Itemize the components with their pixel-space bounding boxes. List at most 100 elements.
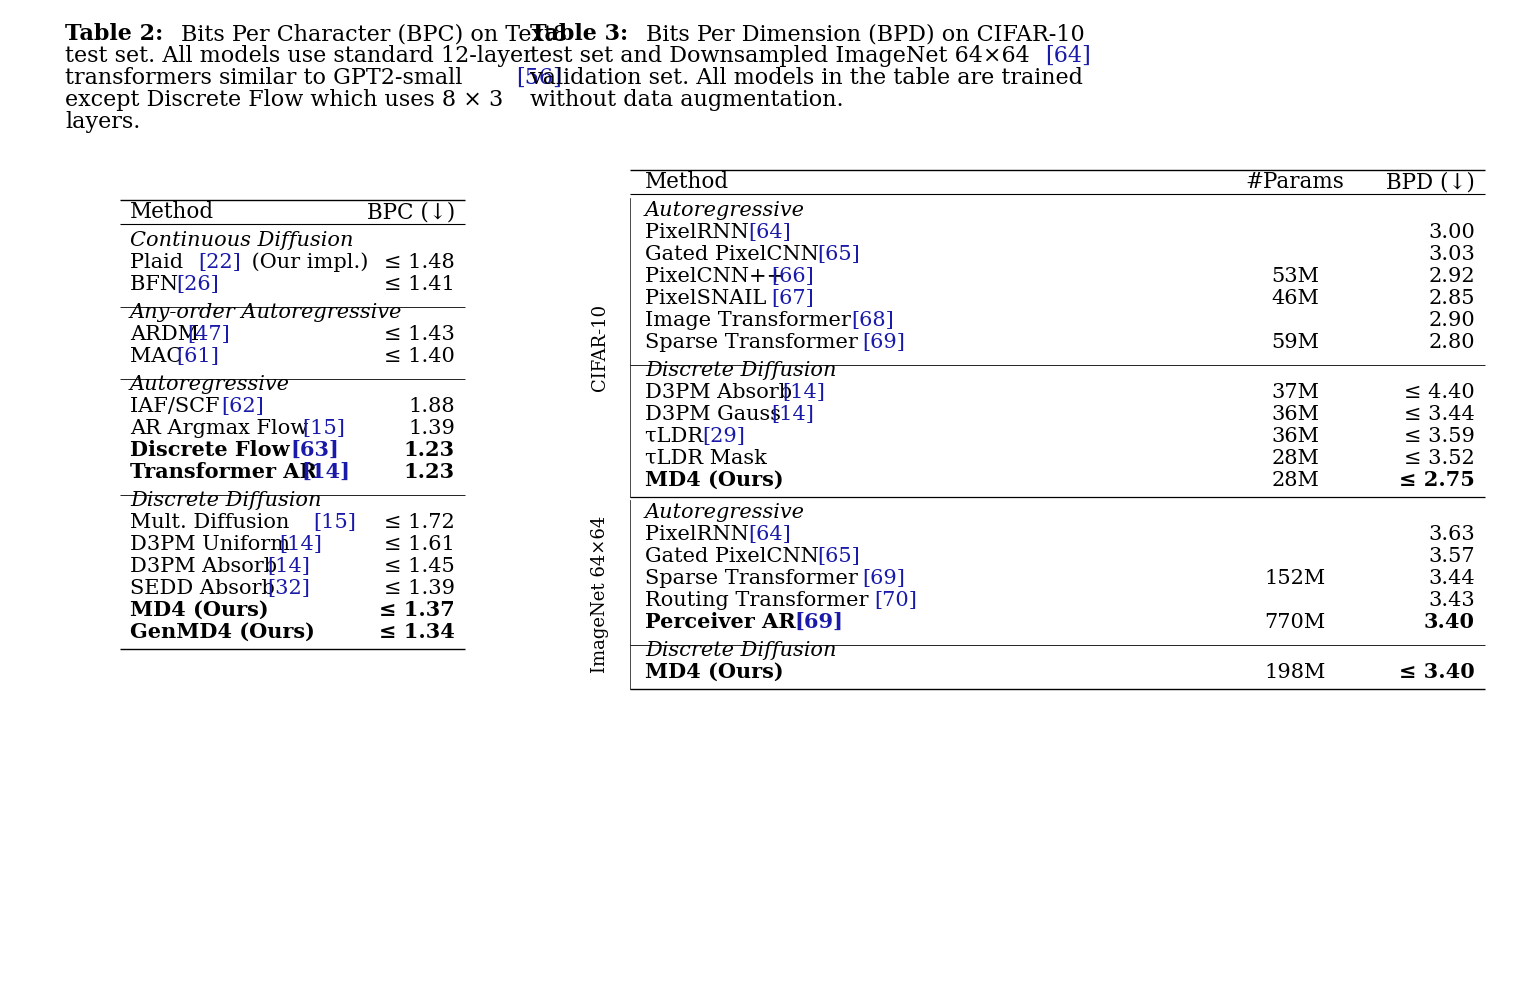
Text: ≤ 1.72: ≤ 1.72 <box>385 513 456 532</box>
Text: [66]: [66] <box>771 267 815 286</box>
Text: 152M: 152M <box>1264 569 1326 588</box>
Text: 3.40: 3.40 <box>1425 612 1475 632</box>
Text: PixelSNAIL: PixelSNAIL <box>645 289 774 308</box>
Text: 2.80: 2.80 <box>1428 333 1475 352</box>
Text: 1.88: 1.88 <box>409 397 456 416</box>
Text: (Our impl.): (Our impl.) <box>245 252 368 272</box>
Text: ≤ 4.40: ≤ 4.40 <box>1405 383 1475 402</box>
Text: [62]: [62] <box>221 397 265 416</box>
Text: ≤ 3.52: ≤ 3.52 <box>1405 449 1475 468</box>
Text: layers.: layers. <box>65 111 141 133</box>
Text: [64]: [64] <box>748 525 790 544</box>
Text: 1.23: 1.23 <box>404 462 456 482</box>
Text: BPC (↓): BPC (↓) <box>366 201 456 223</box>
Text: 59M: 59M <box>1272 333 1319 352</box>
Text: Discrete Diffusion: Discrete Diffusion <box>645 641 837 660</box>
Text: ≤ 1.34: ≤ 1.34 <box>378 622 456 642</box>
Text: [26]: [26] <box>176 275 218 294</box>
Text: 1.23: 1.23 <box>404 440 456 460</box>
Text: ≤ 1.41: ≤ 1.41 <box>385 275 456 294</box>
Text: [14]: [14] <box>279 535 322 554</box>
Text: [64]: [64] <box>748 223 790 242</box>
Text: Autoregressive: Autoregressive <box>130 375 291 394</box>
Text: Continuous Diffusion: Continuous Diffusion <box>130 231 353 250</box>
Text: ≤ 1.43: ≤ 1.43 <box>385 325 456 344</box>
Text: [65]: [65] <box>818 547 860 566</box>
Text: Bits Per Dimension (BPD) on CIFAR-10: Bits Per Dimension (BPD) on CIFAR-10 <box>646 23 1084 45</box>
Text: Perceiver AR: Perceiver AR <box>645 612 802 632</box>
Text: Discrete Diffusion: Discrete Diffusion <box>130 491 321 510</box>
Text: 2.90: 2.90 <box>1428 311 1475 330</box>
Text: Autoregressive: Autoregressive <box>645 503 805 522</box>
Text: τLDR: τLDR <box>645 427 710 446</box>
Text: PixelRNN: PixelRNN <box>645 223 755 242</box>
Text: [69]: [69] <box>793 612 843 632</box>
Text: [56]: [56] <box>516 67 562 89</box>
Text: [65]: [65] <box>818 245 860 264</box>
Text: validation set. All models in the table are trained: validation set. All models in the table … <box>530 67 1083 89</box>
Text: [15]: [15] <box>313 513 356 532</box>
Text: except Discrete Flow which uses 8 × 3: except Discrete Flow which uses 8 × 3 <box>65 89 503 111</box>
Text: ≤ 3.40: ≤ 3.40 <box>1399 662 1475 682</box>
Text: Transformer AR: Transformer AR <box>130 462 324 482</box>
Text: [32]: [32] <box>268 579 310 598</box>
Text: Discrete Diffusion: Discrete Diffusion <box>645 361 837 380</box>
Text: Method: Method <box>645 171 730 193</box>
Text: Table 2:: Table 2: <box>65 23 171 45</box>
Text: 3.44: 3.44 <box>1428 569 1475 588</box>
Text: D3PM Absorb: D3PM Absorb <box>130 557 283 576</box>
Text: 53M: 53M <box>1272 267 1319 286</box>
Text: ≤ 3.59: ≤ 3.59 <box>1403 427 1475 446</box>
Text: 3.57: 3.57 <box>1428 547 1475 566</box>
Text: AR Argmax Flow: AR Argmax Flow <box>130 419 315 438</box>
Text: CIFAR-10: CIFAR-10 <box>590 304 609 391</box>
Text: 36M: 36M <box>1272 427 1319 446</box>
Text: Gated PixelCNN: Gated PixelCNN <box>645 245 825 264</box>
Text: 1.39: 1.39 <box>409 419 456 438</box>
Text: PixelCNN++: PixelCNN++ <box>645 267 790 286</box>
Text: D3PM Uniform: D3PM Uniform <box>130 535 297 554</box>
Text: ImageNet 64×64: ImageNet 64×64 <box>590 516 609 673</box>
Text: MD4 (Ours): MD4 (Ours) <box>130 600 268 620</box>
Text: without data augmentation.: without data augmentation. <box>530 89 843 111</box>
Text: 36M: 36M <box>1272 405 1319 424</box>
Text: ARDM: ARDM <box>130 325 206 344</box>
Text: 3.00: 3.00 <box>1428 223 1475 242</box>
Text: [47]: [47] <box>188 325 230 344</box>
Text: ≤ 1.37: ≤ 1.37 <box>378 600 456 620</box>
Text: test set and Downsampled ImageNet 64×64: test set and Downsampled ImageNet 64×64 <box>530 45 1037 67</box>
Text: 46M: 46M <box>1272 289 1319 308</box>
Text: 2.92: 2.92 <box>1428 267 1475 286</box>
Text: Plaid: Plaid <box>130 253 189 272</box>
Text: Bits Per Character (BPC) on Text8: Bits Per Character (BPC) on Text8 <box>182 23 568 45</box>
Text: SEDD Absorb: SEDD Absorb <box>130 579 282 598</box>
Text: [14]: [14] <box>268 557 310 576</box>
Text: D3PM Absorb: D3PM Absorb <box>645 383 798 402</box>
Text: Any-order Autoregressive: Any-order Autoregressive <box>130 303 403 322</box>
Text: [63]: [63] <box>291 440 339 460</box>
Text: test set. All models use standard 12-layer: test set. All models use standard 12-lay… <box>65 45 534 67</box>
Text: [15]: [15] <box>301 419 345 438</box>
Text: Table 3:: Table 3: <box>530 23 636 45</box>
Text: 198M: 198M <box>1264 663 1326 682</box>
Text: 3.63: 3.63 <box>1428 525 1475 544</box>
Text: [14]: [14] <box>771 405 815 424</box>
Text: [29]: [29] <box>702 427 745 446</box>
Text: transformers similar to GPT2-small: transformers similar to GPT2-small <box>65 67 469 89</box>
Text: ≤ 3.44: ≤ 3.44 <box>1405 405 1475 424</box>
Text: D3PM Gauss: D3PM Gauss <box>645 405 787 424</box>
Text: ≤ 1.48: ≤ 1.48 <box>385 253 456 272</box>
Text: Mult. Diffusion: Mult. Diffusion <box>130 513 297 532</box>
Text: Sparse Transformer: Sparse Transformer <box>645 333 864 352</box>
Text: ≤ 1.61: ≤ 1.61 <box>385 535 456 554</box>
Text: 28M: 28M <box>1272 449 1319 468</box>
Text: [14]: [14] <box>783 383 825 402</box>
Text: BFN: BFN <box>130 275 185 294</box>
Text: τLDR Mask: τLDR Mask <box>645 449 768 468</box>
Text: 28M: 28M <box>1272 471 1319 490</box>
Text: Gated PixelCNN: Gated PixelCNN <box>645 547 825 566</box>
Text: MD4 (Ours): MD4 (Ours) <box>645 662 784 682</box>
Text: Method: Method <box>130 201 213 223</box>
Text: Autoregressive: Autoregressive <box>645 201 805 220</box>
Text: [69]: [69] <box>863 569 905 588</box>
